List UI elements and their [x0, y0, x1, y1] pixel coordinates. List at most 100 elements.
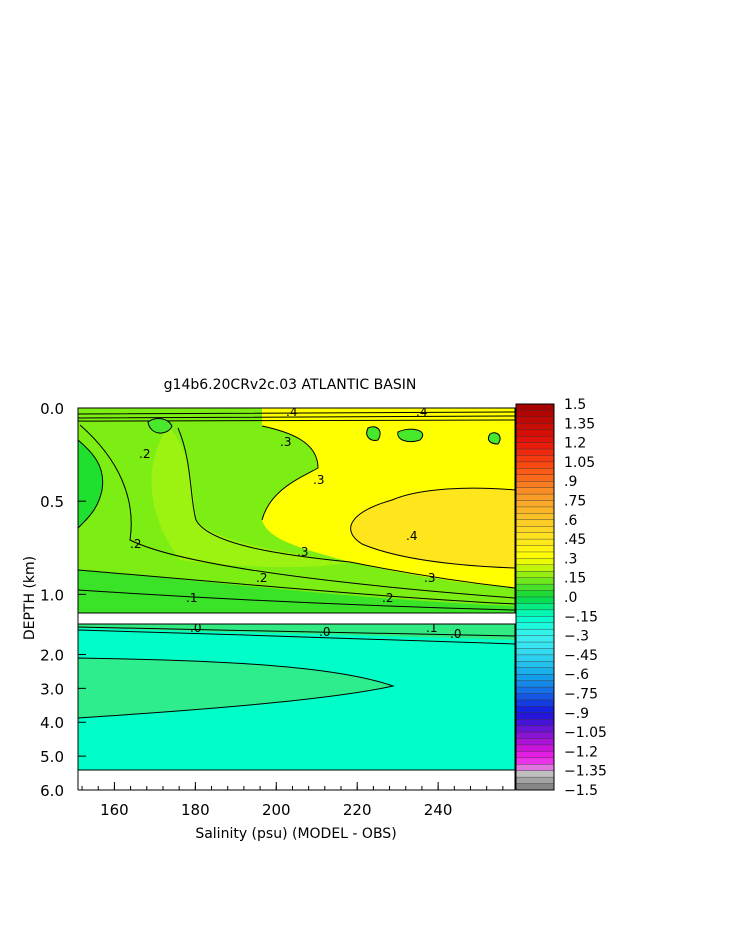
contour-label: .3	[424, 571, 435, 585]
contour-label-group-lower: .0 .0 .1 .0	[190, 621, 461, 641]
colorbar-label: 1.2	[564, 436, 586, 452]
y-ticks	[78, 407, 86, 791]
x-tick-label: 220	[343, 801, 372, 819]
colorbar-cell	[515, 416, 555, 424]
contour-04	[350, 487, 515, 569]
contour-label: .2	[130, 537, 141, 551]
colorbar-cell	[515, 738, 555, 746]
y-tick-labels: 0.0 0.5 1.0 2.0 3.0 4.0 5.0 6.0	[40, 400, 64, 800]
colorbar-label: −.9	[564, 706, 589, 722]
colorbar-label: −1.5	[564, 783, 598, 799]
contour-label: .1	[426, 621, 437, 635]
contour-02	[79, 424, 515, 599]
colorbar-cell	[515, 481, 555, 489]
colorbar-label: −1.05	[564, 725, 607, 741]
y-tick-label: 0.5	[40, 493, 64, 511]
colorbar-label: −.6	[564, 667, 589, 683]
colorbar-label: .45	[564, 532, 586, 548]
colorbar-cell	[515, 590, 555, 598]
contour-label: .2	[382, 591, 393, 605]
colorbar-cell	[515, 686, 555, 694]
colorbar-cell	[515, 648, 555, 656]
contour-label: .3	[280, 435, 291, 449]
colorbar-cell	[515, 770, 555, 778]
contour-03-upper	[261, 425, 319, 521]
colorbar-label: .6	[564, 513, 577, 529]
colorbar-cell	[515, 641, 555, 649]
colorbar-cell	[515, 757, 555, 765]
band-0-015-bottom	[78, 570, 515, 613]
colorbar-cell	[515, 609, 555, 617]
colorbar-label: .15	[564, 571, 586, 587]
colorbar-cell	[515, 744, 555, 752]
colorbar-cell	[515, 616, 555, 624]
chart-title: g14b6.20CRv2c.03 ATLANTIC BASIN	[164, 377, 417, 393]
contour-label: .2	[139, 447, 150, 461]
x-tick-labels: 160 180 200 220 240	[100, 801, 452, 819]
y-tick-label: 5.0	[40, 748, 64, 766]
contour-label: .0	[319, 625, 330, 639]
colorbar-cell	[515, 519, 555, 527]
y-tick-label: 1.0	[40, 586, 64, 604]
band-015-03-mid	[151, 426, 350, 568]
colorbar-cell	[515, 764, 555, 772]
axes	[77, 408, 516, 791]
colorbar-frame	[515, 403, 555, 791]
contour-left	[78, 439, 104, 529]
band-0-015-left	[78, 440, 103, 528]
colorbar-label: −.45	[564, 648, 598, 664]
colorbar-cell	[515, 725, 555, 733]
colorbar-cell	[515, 487, 555, 495]
contour-02-low	[78, 569, 515, 605]
contour-label: .0	[450, 627, 461, 641]
colorbar-cell	[515, 493, 555, 502]
colorbar	[515, 403, 555, 791]
colorbar-cell	[515, 596, 555, 604]
contour-label: .0	[190, 621, 201, 635]
colorbar-cell	[515, 500, 555, 508]
x-tick-label: 160	[100, 801, 129, 819]
contour-label: .4	[286, 405, 297, 419]
colorbar-cell	[515, 442, 555, 450]
colorbar-cell	[515, 474, 555, 482]
colorbar-cell	[515, 461, 555, 469]
tongue-0-015	[78, 657, 395, 719]
colorbar-cell	[515, 674, 555, 682]
y-tick-label: 6.0	[40, 782, 64, 800]
colorbar-cell	[515, 532, 555, 540]
colorbar-cell	[515, 448, 555, 456]
x-tick-label: 200	[262, 801, 291, 819]
colorbar-label: 1.05	[564, 455, 595, 471]
contour-label: .4	[416, 405, 427, 419]
lower-panel: .0 .0 .1 .0	[77, 621, 516, 771]
band-045-06	[350, 488, 515, 568]
upper-panel: .4 .4 .3 .3 .3 .2 .2 .2 .1 .4 .3 .2	[77, 405, 516, 614]
colorbar-cell	[515, 731, 555, 740]
colorbar-cell	[515, 455, 555, 463]
surface-blobs	[147, 418, 501, 445]
colorbar-label: −1.2	[564, 744, 598, 760]
surface-contours	[78, 411, 515, 422]
colorbar-label: −1.35	[564, 764, 607, 780]
contour-label-group-upper: .4 .4 .3 .3 .3 .2 .2 .2 .1 .4 .3 .2	[130, 405, 435, 605]
colorbar-cell	[515, 667, 555, 675]
colorbar-cell	[515, 751, 555, 759]
colorbar-cell	[515, 622, 555, 630]
colorbar-label: −.75	[564, 687, 598, 703]
x-tick-label: 180	[181, 801, 210, 819]
colorbar-cell	[515, 783, 555, 791]
colorbar-cell	[515, 403, 555, 411]
contour-label: .4	[406, 529, 417, 543]
colorbar-cell	[515, 506, 555, 514]
colorbar-cell	[515, 429, 555, 437]
colorbar-cell	[515, 706, 555, 714]
colorbar-label: .3	[564, 551, 577, 567]
colorbar-label: 1.35	[564, 416, 595, 432]
colorbar-cell	[515, 410, 555, 418]
colorbar-cell	[515, 661, 555, 669]
colorbar-cell	[515, 603, 555, 611]
y-tick-label: 0.0	[40, 400, 64, 418]
y-tick-label: 4.0	[40, 714, 64, 732]
colorbar-cell	[515, 423, 555, 431]
contour-label: .1	[186, 591, 197, 605]
